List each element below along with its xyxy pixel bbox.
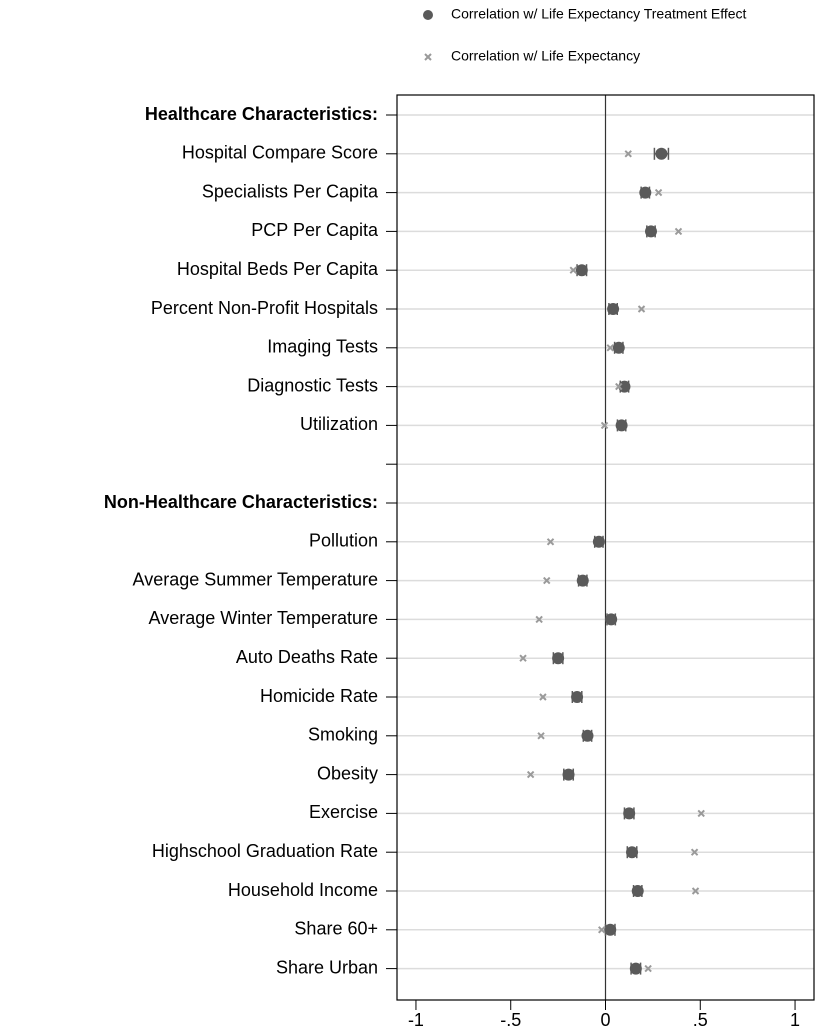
- category-label: Smoking: [308, 725, 378, 745]
- x-marker: [537, 732, 545, 740]
- category-label: Utilization: [300, 414, 378, 434]
- category-label: Exercise: [309, 802, 378, 822]
- dot: [655, 147, 668, 160]
- dot: [575, 264, 588, 277]
- x-marker: [600, 421, 609, 430]
- dot: [618, 380, 631, 393]
- dot: [552, 652, 565, 665]
- dot: [629, 962, 642, 975]
- x-marker: [690, 848, 699, 856]
- category-label: Average Winter Temperature: [149, 608, 378, 628]
- x-marker: [654, 188, 663, 197]
- category-label: Auto Deaths Rate: [236, 647, 378, 667]
- x-marker: [546, 538, 555, 546]
- x-marker: [606, 344, 614, 352]
- dot: [607, 303, 620, 315]
- legend-marker: [423, 10, 433, 20]
- dot: [631, 885, 644, 897]
- dot: [581, 729, 594, 742]
- category-label: Share Urban: [276, 957, 378, 977]
- dot: [639, 186, 652, 199]
- category-label: Non-Healthcare Characteristics:: [104, 492, 378, 512]
- x-marker: [644, 964, 652, 973]
- x-marker: [691, 887, 700, 895]
- dot: [576, 574, 589, 587]
- category-label: Share 60+: [294, 919, 378, 939]
- dot: [623, 807, 636, 820]
- x-marker: [543, 576, 551, 585]
- category-label: Hospital Compare Score: [182, 143, 378, 163]
- dot: [615, 419, 628, 432]
- category-label: Obesity: [317, 763, 378, 783]
- category-label: Hospital Beds Per Capita: [177, 259, 379, 279]
- category-label: PCP Per Capita: [251, 220, 379, 240]
- x-marker: [569, 266, 577, 274]
- dot: [605, 613, 618, 626]
- x-marker: [598, 926, 606, 934]
- legend-label: Correlation w/ Life Expectancy: [451, 48, 640, 64]
- category-label: Household Income: [228, 880, 378, 900]
- x-marker: [615, 382, 623, 391]
- category-label: Healthcare Characteristics:: [145, 104, 378, 124]
- category-label: Specialists Per Capita: [202, 181, 379, 201]
- dot: [571, 691, 584, 703]
- x-marker: [519, 654, 527, 662]
- category-label: Diagnostic Tests: [247, 375, 378, 395]
- dot: [604, 923, 617, 936]
- dot: [562, 768, 575, 781]
- category-label: Pollution: [309, 531, 378, 551]
- x-marker: [697, 809, 705, 818]
- legend-marker: [424, 53, 432, 61]
- x-marker: [526, 770, 535, 779]
- x-marker: [535, 615, 543, 624]
- legend-label: Correlation w/ Life Expectancy Treatment…: [451, 6, 747, 22]
- category-label: Homicide Rate: [260, 686, 378, 706]
- x-tick-label: -1: [408, 1010, 424, 1028]
- category-label: Percent Non-Profit Hospitals: [151, 298, 378, 318]
- x-tick-label: 0: [600, 1010, 610, 1028]
- x-tick-label: 1: [790, 1010, 800, 1028]
- dot: [612, 341, 625, 354]
- category-label: Imaging Tests: [267, 337, 378, 357]
- x-marker: [539, 693, 547, 701]
- category-label: Average Summer Temperature: [133, 569, 378, 589]
- x-marker: [637, 305, 646, 313]
- category-label: Highschool Graduation Rate: [152, 841, 378, 861]
- x-marker: [624, 150, 632, 158]
- dot: [592, 535, 605, 548]
- dot: [626, 846, 639, 859]
- x-tick-label: .5: [693, 1010, 708, 1028]
- x-marker: [674, 227, 683, 236]
- x-tick-label: -.5: [500, 1010, 521, 1028]
- dot: [644, 225, 657, 238]
